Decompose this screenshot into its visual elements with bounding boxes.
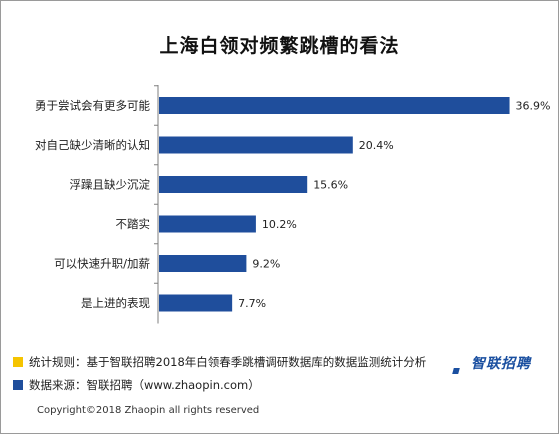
source-text: 数据来源：智联招聘（www.zhaopin.com） bbox=[29, 378, 260, 392]
rule-swatch bbox=[13, 357, 23, 367]
bar-chart: 勇于尝试会有更多可能 36.9% 对自己缺少清晰的认知 20.4% 浮躁且缺少沉淀 15.… bbox=[35, 85, 551, 324]
chart-title: 上海白领对频繁跳槽的看法 bbox=[159, 35, 400, 57]
zhaopin-logo: 智联招聘 bbox=[471, 356, 531, 372]
bar bbox=[159, 294, 233, 312]
bar bbox=[159, 215, 256, 233]
bar bbox=[159, 176, 308, 193]
bar bbox=[159, 136, 353, 154]
footer-rule-note: 统计规则：基于智联招聘2018年白领春季跳槽调研数据库的数据监测统计分析 bbox=[13, 353, 426, 371]
value-label: 15.6% bbox=[313, 179, 348, 192]
category-label: 对自己缺少清晰的认知 bbox=[35, 138, 150, 152]
value-label: 7.7% bbox=[238, 297, 266, 310]
source-swatch bbox=[13, 380, 23, 390]
category-label: 勇于尝试会有更多可能 bbox=[35, 99, 150, 113]
rule-text: 统计规则：基于智联招聘2018年白领春季跳槽调研数据库的数据监测统计分析 bbox=[29, 355, 427, 369]
footer-source-note: 数据来源：智联招聘（www.zhaopin.com） bbox=[13, 376, 260, 394]
copyright-text: Copyright©2018 Zhaopin all rights reserv… bbox=[37, 405, 260, 416]
category-label: 是上进的表现 bbox=[81, 296, 150, 310]
value-label: 10.2% bbox=[262, 218, 297, 231]
category-label: 可以快速升职/加薪 bbox=[54, 257, 150, 271]
category-label: 浮躁且缺少沉淀 bbox=[70, 178, 151, 192]
value-label: 20.4% bbox=[359, 139, 394, 152]
bar bbox=[159, 255, 247, 272]
bar bbox=[159, 97, 510, 114]
logo-dot bbox=[452, 368, 460, 374]
value-label: 9.2% bbox=[252, 258, 280, 271]
value-label: 36.9% bbox=[516, 100, 551, 113]
category-label: 不踏实 bbox=[116, 217, 151, 231]
